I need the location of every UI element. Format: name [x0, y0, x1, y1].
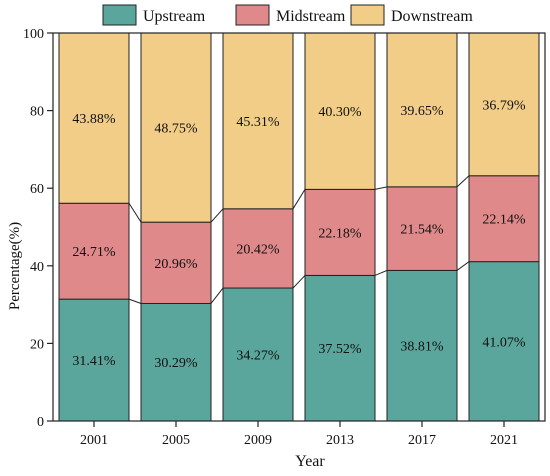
y-tick-label-80: 80	[30, 105, 44, 120]
value-labels: 31.41% 24.71% 43.88% 30.29% 20.96% 48.75% 34.2…	[72, 98, 526, 371]
value-label-upstream-2013: 37.52%	[318, 342, 362, 357]
bar-midstream-2005	[140, 221, 212, 304]
value-label-upstream-2001: 31.41%	[72, 354, 116, 369]
value-label-downstream-2005: 48.75%	[154, 122, 198, 137]
connector-line-2001-2005-0	[128, 298, 142, 304]
bar-downstream-2021	[468, 32, 540, 177]
plot-frame	[52, 32, 546, 422]
connector-line-2005-2009-0	[210, 287, 224, 304]
value-label-downstream-2013: 40.30%	[318, 105, 362, 120]
x-tick-label-2017: 2017	[408, 433, 436, 448]
connector-line-2013-2017-0	[374, 269, 388, 276]
connector-line-2009-2013-1	[292, 189, 306, 210]
y-tick-label-20: 20	[30, 337, 44, 352]
bars	[58, 32, 540, 422]
legend-swatch-downstream	[350, 4, 385, 26]
connector-line-2013-2017-1	[374, 186, 388, 190]
value-label-upstream-2017: 38.81%	[400, 340, 444, 355]
bar-downstream-2005	[140, 32, 212, 223]
value-label-downstream-2001: 43.88%	[72, 112, 116, 127]
value-label-upstream-2005: 30.29%	[154, 356, 198, 371]
bar-downstream-2013	[304, 32, 376, 190]
bar-upstream-2021	[468, 261, 540, 422]
value-label-downstream-2017: 39.65%	[400, 104, 444, 119]
y-tick-label-60: 60	[30, 182, 44, 197]
connector-line-2017-2021-1	[456, 175, 470, 188]
legend-label-upstream: Upstream	[143, 8, 206, 25]
bar-upstream-2005	[140, 302, 212, 422]
bar-midstream-2013	[304, 188, 376, 276]
value-label-downstream-2021: 36.79%	[482, 98, 526, 113]
bar-midstream-2009	[222, 208, 294, 289]
y-axis-label: Percentage(%)	[7, 222, 23, 310]
value-label-midstream-2005: 20.96%	[154, 257, 198, 272]
connector-line-2017-2021-0	[456, 261, 470, 271]
bar-downstream-2009	[222, 32, 294, 210]
x-axis-label: Year	[295, 453, 325, 470]
connector-line-2005-2009-1	[210, 208, 224, 223]
y-tick-label-40: 40	[30, 260, 44, 275]
x-tick-label-2005: 2005	[162, 433, 190, 448]
value-label-midstream-2001: 24.71%	[72, 245, 116, 260]
bar-upstream-2017	[386, 269, 458, 422]
value-label-midstream-2021: 22.14%	[482, 213, 526, 228]
bar-downstream-2017	[386, 32, 458, 188]
value-label-upstream-2009: 34.27%	[236, 349, 280, 364]
x-tick-label-2013: 2013	[326, 433, 354, 448]
y-tick-label-0: 0	[37, 415, 44, 430]
y-tick-label-100: 100	[23, 27, 44, 42]
bar-midstream-2001	[58, 202, 130, 300]
legend: Upstream Midstream Downstream	[102, 4, 473, 26]
legend-swatch-upstream	[102, 4, 137, 26]
legend-label-midstream: Midstream	[276, 8, 346, 25]
connector-line-2009-2013-0	[292, 275, 306, 289]
legend-label-downstream: Downstream	[391, 8, 473, 25]
x-tick-label-2009: 2009	[244, 433, 272, 448]
axes: 0 20 40 60 80 100 2001 2005 2009 2013 2017 2021	[23, 27, 546, 448]
connector-lines	[128, 175, 470, 304]
value-label-midstream-2013: 22.18%	[318, 226, 362, 241]
value-label-upstream-2021: 41.07%	[482, 335, 526, 350]
x-tick-label-2001: 2001	[80, 433, 108, 448]
legend-swatch-midstream	[235, 4, 270, 26]
bar-upstream-2013	[304, 274, 376, 422]
value-label-midstream-2009: 20.42%	[236, 242, 280, 257]
bar-upstream-2001	[58, 298, 130, 422]
value-label-downstream-2009: 45.31%	[236, 115, 280, 130]
bar-midstream-2021	[468, 175, 540, 263]
connector-line-2001-2005-1	[128, 202, 142, 223]
value-label-midstream-2017: 21.54%	[400, 223, 444, 238]
x-tick-label-2021: 2021	[490, 433, 518, 448]
